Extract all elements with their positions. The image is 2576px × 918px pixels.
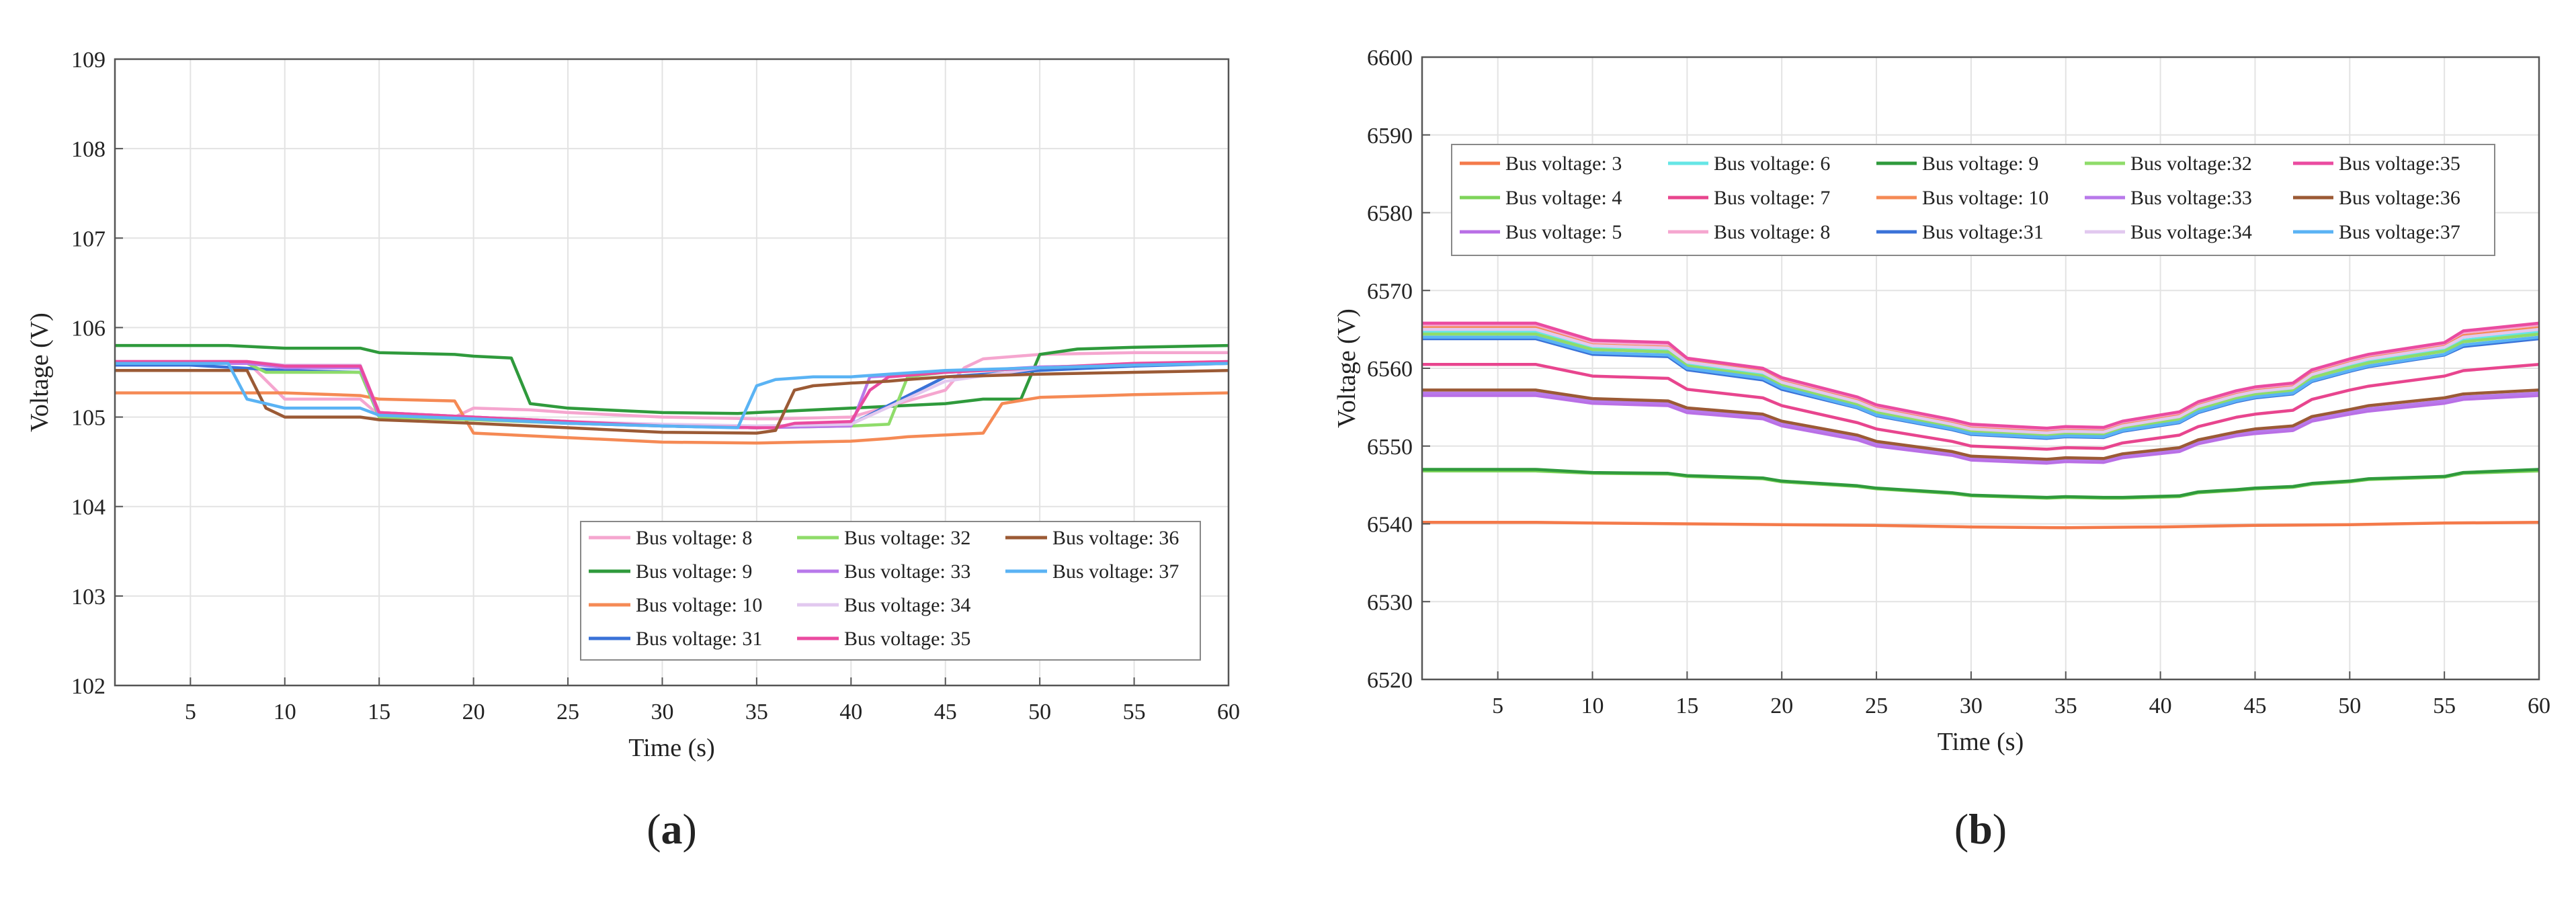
legend-entry-label: Bus voltage: 35	[844, 628, 970, 650]
legend-entry-label: Bus voltage: 10	[1922, 187, 2048, 209]
y-tick-label: 6590	[1367, 124, 1413, 149]
series-line-8	[115, 351, 1229, 421]
x-tick-label: 5	[185, 700, 196, 724]
series-line-33	[1422, 391, 2540, 462]
legend-entry-label: Bus voltage:33	[2130, 187, 2252, 209]
y-tick-label: 6560	[1367, 357, 1413, 382]
x-tick-label: 15	[1675, 694, 1698, 718]
y-tick-label: 105	[71, 406, 106, 431]
legend-entry-label: Bus voltage:31	[1922, 221, 2044, 243]
y-tick-label: 107	[71, 226, 106, 251]
legend-entry-label: Bus voltage: 10	[636, 594, 762, 616]
series-line-35	[1422, 321, 2540, 430]
x-tick-label: 45	[934, 700, 957, 724]
x-tick-label: 60	[2528, 694, 2550, 718]
legend-entry-label: Bus voltage: 6	[1714, 153, 1830, 175]
legend-entry-label: Bus voltage: 9	[636, 560, 752, 583]
x-tick-label: 30	[1960, 694, 1983, 718]
legend-entry-label: Bus voltage: 8	[636, 527, 752, 549]
axes-frame	[114, 58, 1230, 687]
x-tick-label: 55	[1123, 700, 1146, 724]
legend-b: Bus voltage: 3 Bus voltage: 4 Bus voltage:…	[1451, 144, 2495, 256]
x-tick-label: 60	[1217, 700, 1240, 724]
legend-entry-label: Bus voltage: 8	[1714, 221, 1830, 243]
x-tick-label: 55	[2433, 694, 2456, 718]
legend-a: Bus voltage: 8 Bus voltage: 9 Bus voltage:…	[580, 521, 1201, 661]
legend-entry-label: Bus voltage: 36	[1052, 527, 1179, 549]
x-axis-label: Time (s)	[628, 734, 714, 762]
y-tick-label: 6530	[1367, 590, 1413, 615]
x-tick-label: 10	[274, 700, 296, 724]
x-tick-label: 50	[1028, 700, 1051, 724]
y-tick-label: 102	[71, 674, 106, 699]
legend-entry-label: Bus voltage: 3	[1505, 153, 1622, 175]
panel-label-b: (b)	[1954, 805, 2007, 853]
chart-panel-a: 5 10 15 20 25 30 35 40 45 50 55 60 102 103 104 105 106 10…	[26, 48, 1240, 853]
y-tick-label: 6580	[1367, 202, 1413, 226]
legend-entry-label: Bus voltage: 4	[1505, 187, 1622, 209]
x-tick-label: 40	[2149, 694, 2172, 718]
legend-entry-label: Bus voltage: 31	[636, 628, 762, 650]
legend-entry-label: Bus voltage:35	[2339, 153, 2460, 175]
legend-box	[580, 521, 1201, 661]
x-tick-label: 5	[1492, 694, 1503, 718]
legend-entry-label: Bus voltage:37	[2339, 221, 2460, 243]
series-line-36	[1422, 388, 2540, 461]
y-tick-label: 6600	[1367, 46, 1413, 71]
x-axis-label: Time (s)	[1938, 728, 2024, 756]
legend-entry-label: Bus voltage: 33	[844, 560, 970, 583]
legend-entry-label: Bus voltage:36	[2339, 187, 2460, 209]
x-tick-label: 20	[462, 700, 485, 724]
x-tick-label: 40	[839, 700, 862, 724]
y-tick-label: 108	[71, 137, 106, 162]
x-tick-label: 35	[2054, 694, 2077, 718]
chart-panel-b: 5 10 15 20 25 30 35 40 45 50 55 60 6520 6530 6540 6550 6…	[1333, 46, 2550, 853]
legend-entry-label: Bus voltage: 9	[1922, 153, 2038, 175]
x-tick-label: 25	[556, 700, 579, 724]
x-tick-label: 15	[368, 700, 390, 724]
y-axis-label: Voltage (V)	[1333, 308, 1361, 428]
series-line-5	[1422, 394, 2540, 465]
series-line-37	[1422, 335, 2540, 440]
series-line-7	[1422, 362, 2540, 451]
y-tick-label: 6550	[1367, 435, 1413, 460]
legend-entry-label: Bus voltage:32	[2130, 153, 2252, 175]
series-line-10	[115, 391, 1229, 445]
x-tick-label: 45	[2243, 694, 2266, 718]
y-tick-label: 6570	[1367, 279, 1413, 304]
y-tick-label: 104	[71, 495, 106, 520]
panel-label-a: (a)	[647, 805, 697, 853]
series-line-37	[115, 362, 1229, 429]
series-line-34	[1422, 327, 2540, 435]
y-tick-label: 6520	[1367, 668, 1413, 693]
y-tick-label: 103	[71, 585, 106, 610]
x-tick-label: 20	[1770, 694, 1793, 718]
x-tick-label: 30	[651, 700, 673, 724]
legend-entry-label: Bus voltage: 5	[1505, 221, 1622, 243]
series-line-3	[1422, 520, 2540, 530]
x-tick-label: 50	[2338, 694, 2361, 718]
x-tick-label: 10	[1581, 694, 1604, 718]
y-tick-label: 109	[71, 48, 106, 73]
y-axis-label: Voltage (V)	[26, 312, 54, 432]
series-line-9	[1422, 468, 2540, 499]
series-line-36	[115, 369, 1229, 435]
legend-entry-label: Bus voltage: 32	[844, 527, 970, 549]
legend-entry-label: Bus voltage: 34	[844, 594, 970, 616]
x-tick-label: 35	[745, 700, 768, 724]
legend-entry-label: Bus voltage:34	[2130, 221, 2252, 243]
legend-entry-label: Bus voltage: 37	[1052, 560, 1179, 583]
x-tick-label: 25	[1865, 694, 1888, 718]
series-line-32	[1422, 332, 2540, 437]
legend-entry-label: Bus voltage: 7	[1714, 187, 1830, 209]
y-tick-label: 6540	[1367, 513, 1413, 538]
y-tick-label: 106	[71, 316, 106, 341]
